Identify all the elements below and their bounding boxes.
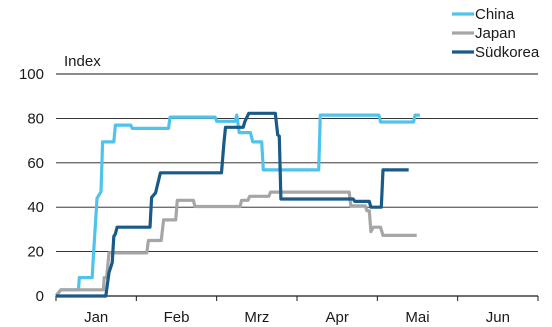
y-tick-label: 100: [19, 66, 44, 83]
legend-label-china: China: [475, 6, 515, 23]
y-tick-label: 20: [27, 244, 44, 261]
x-tick-label: Mai: [405, 309, 429, 326]
series-lines: [56, 113, 420, 296]
x-axis: [56, 296, 538, 301]
legend: China Japan Südkorea: [452, 6, 540, 61]
legend-label-südkorea: Südkorea: [475, 44, 540, 61]
x-tick-label: Jan: [84, 309, 108, 326]
y-tick-label: 60: [27, 155, 44, 172]
y-tick-label: 0: [36, 288, 44, 305]
series-line-japan: [56, 192, 417, 296]
y-tick-label: 40: [27, 199, 44, 216]
legend-label-japan: Japan: [475, 25, 516, 42]
x-tick-label: Mrz: [244, 309, 269, 326]
y-tick-label: 80: [27, 110, 44, 127]
x-tick-label: Apr: [325, 309, 348, 326]
grid-lines: [56, 74, 538, 252]
x-tick-labels: Jan Feb Mrz Apr Mai Jun: [84, 309, 510, 326]
y-axis-title: Index: [64, 53, 101, 70]
x-tick-label: Feb: [164, 309, 190, 326]
y-tick-labels: 0 20 40 60 80 100: [19, 66, 44, 305]
x-tick-label: Jun: [486, 309, 510, 326]
